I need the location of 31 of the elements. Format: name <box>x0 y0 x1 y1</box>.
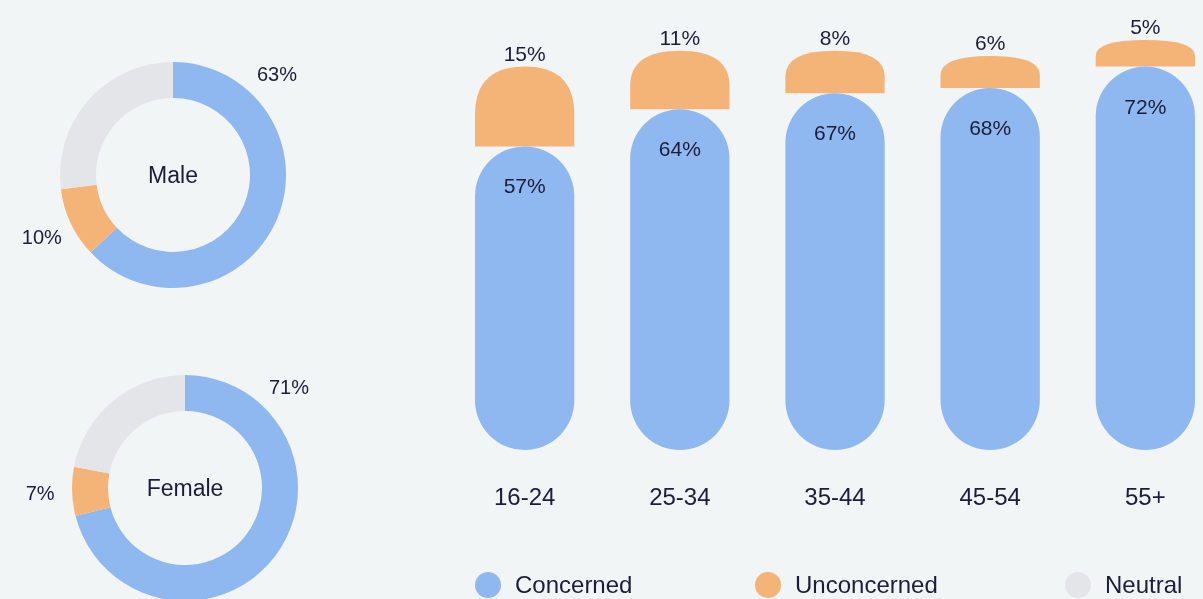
bar <box>785 93 885 450</box>
bar <box>1095 66 1195 450</box>
x-tick-label: 16-24 <box>493 483 556 510</box>
x-tick-label: 35-44 <box>804 483 866 510</box>
bar <box>630 109 730 450</box>
donut-slice <box>72 466 111 517</box>
data-label: 8% <box>819 25 851 49</box>
data-label: 68% <box>969 115 1012 139</box>
data-label: 5% <box>1130 15 1161 38</box>
text: Female <box>146 475 224 502</box>
donut-slice <box>74 375 185 474</box>
data-label: 67% <box>813 121 857 145</box>
bar <box>940 88 1040 450</box>
legend-label: Concerned <box>515 571 633 599</box>
x-tick-label: 25-34 <box>649 483 711 510</box>
text: Male <box>148 162 198 189</box>
donut-slice <box>60 184 117 253</box>
data-label: 7% <box>25 481 55 504</box>
data-label: 11% <box>659 25 701 49</box>
data-label: 57% <box>503 174 546 198</box>
data-label: 72% <box>1124 94 1167 118</box>
x-tick-label: 45-54 <box>959 483 1021 510</box>
data-label: 15% <box>503 41 546 65</box>
data-label: 6% <box>974 30 1006 54</box>
data-label: 64% <box>658 137 701 161</box>
data-label: 10% <box>21 225 63 248</box>
data-label: 63% <box>257 62 298 85</box>
legend-label: Unconcerned <box>795 571 938 599</box>
data-label: 71% <box>269 375 310 398</box>
legend-label: Neutral <box>1105 571 1183 599</box>
x-tick-label: 55+ <box>1124 483 1166 510</box>
